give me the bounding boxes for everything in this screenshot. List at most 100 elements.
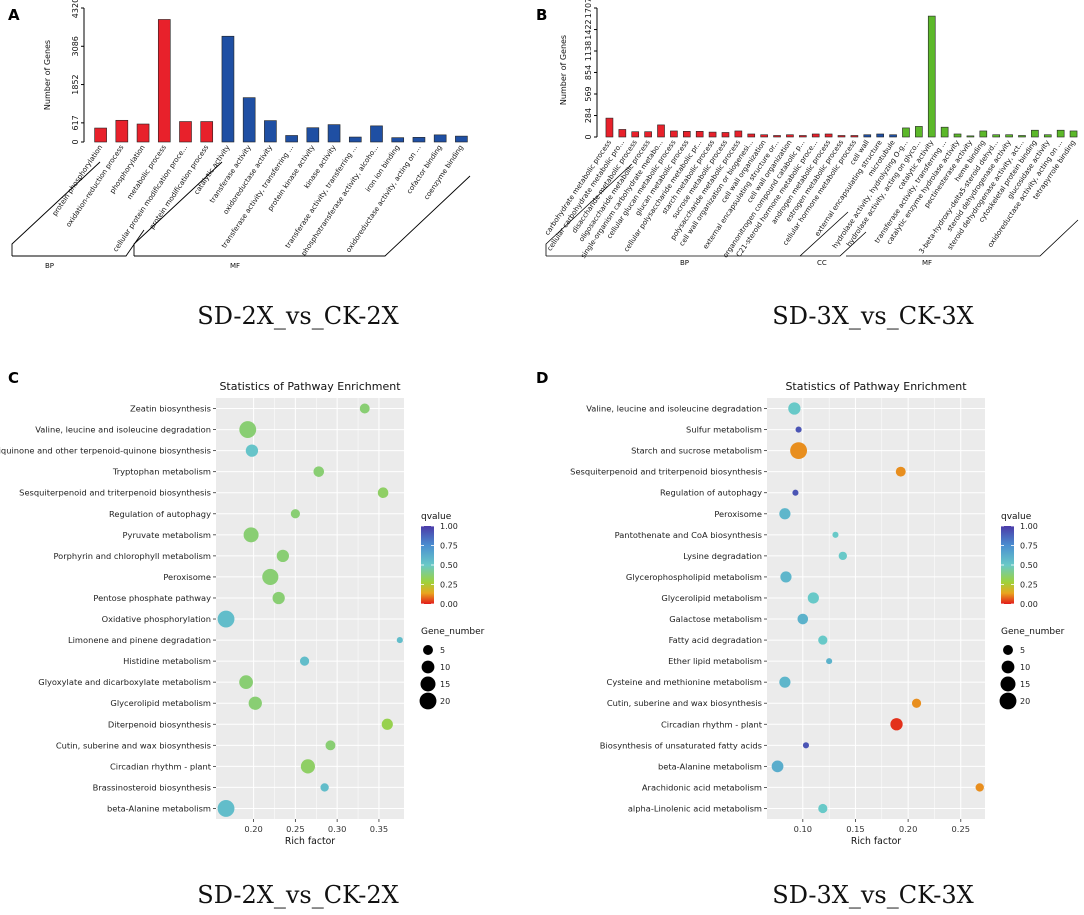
qvalue-legend-title: qvalue xyxy=(1001,512,1032,522)
pathway-dot xyxy=(818,803,828,814)
gene-number-legend-label: 20 xyxy=(440,697,450,706)
gene-number-legend-dot xyxy=(420,676,436,692)
bar xyxy=(631,131,640,138)
pathway-dot xyxy=(377,487,389,499)
pathway-dot xyxy=(272,591,285,605)
plot-panel xyxy=(767,398,985,819)
bar xyxy=(348,136,362,143)
bar xyxy=(306,127,320,143)
mf-bracket xyxy=(134,175,471,257)
pathway-label: Galactose metabolism xyxy=(669,614,762,624)
pathway-dot xyxy=(239,675,253,690)
pathway-dot xyxy=(797,613,809,625)
pathway-label: Valine, leucine and isoleucine degradati… xyxy=(35,425,211,435)
chart-d: Statistics of Pathway Enrichment Valine, … xyxy=(570,380,1065,847)
chart-title: Statistics of Pathway Enrichment xyxy=(219,380,401,393)
bar xyxy=(94,127,107,143)
x-tick-label: 0.20 xyxy=(244,824,262,834)
qvalue-tick-label: 0.25 xyxy=(440,581,458,590)
pathway-dot xyxy=(262,568,279,586)
bar xyxy=(760,134,768,138)
bar xyxy=(115,119,129,143)
pathway-dot xyxy=(788,402,801,415)
pathway-label: Cutin, suberine and wax biosynthesis xyxy=(56,740,211,750)
bar xyxy=(966,135,975,138)
bp-bracket xyxy=(12,229,145,257)
gene-number-legend-label: 15 xyxy=(440,680,450,689)
pathway-dot xyxy=(248,696,262,710)
pathway-label: Ubiquinone and other terpenoid-quinone b… xyxy=(0,446,211,456)
bar xyxy=(927,15,936,138)
qvalue-tick-label: 0.00 xyxy=(1020,600,1038,609)
mf-bracket-left xyxy=(133,161,223,256)
pathway-dot xyxy=(780,571,792,583)
bar xyxy=(157,19,171,143)
pathway-label: beta-Alanine metabolism xyxy=(107,803,211,813)
mf-bracket xyxy=(846,219,1079,257)
bar xyxy=(889,134,897,138)
pathway-dot xyxy=(245,444,259,457)
pathway-label: Cysteine and methionine metabolism xyxy=(607,677,762,687)
bar xyxy=(327,124,341,143)
bar xyxy=(618,129,627,138)
bar xyxy=(1069,130,1078,138)
y-axis-title: Number of Genes xyxy=(559,35,568,105)
y-tick-label: 0 xyxy=(584,134,593,139)
pathway-label: Fatty acid degradation xyxy=(669,635,762,645)
pathway-label: Porphyrin and chlorophyll metabolism xyxy=(53,551,211,561)
y-tick-label: 1422 xyxy=(584,19,593,39)
pathway-label: Circadian rhythm - plant xyxy=(110,761,212,771)
y-tick-label: 617 xyxy=(71,115,80,130)
pathway-dot xyxy=(239,421,257,439)
bar xyxy=(992,134,1001,138)
gene-number-legend-label: 15 xyxy=(1020,680,1030,689)
bar xyxy=(953,133,962,138)
pathway-label: Glycerophospholipid metabolism xyxy=(626,572,762,582)
bar xyxy=(179,121,192,143)
gene-number-legend-title: Gene_number xyxy=(1001,627,1065,637)
chart-title: Statistics of Pathway Enrichment xyxy=(785,380,967,393)
pathway-dot xyxy=(243,527,259,543)
pathway-dot xyxy=(771,760,784,773)
pathway-dot xyxy=(838,551,848,561)
bar xyxy=(773,135,781,138)
pathway-dot xyxy=(276,549,289,563)
group-label-bp: BP xyxy=(45,262,54,270)
pathway-label: Glycerolipid metabolism xyxy=(110,698,211,708)
bar xyxy=(695,131,704,138)
bp-bracket-left xyxy=(11,161,101,256)
pathway-dot xyxy=(325,740,336,751)
group-label-bp: BP xyxy=(680,259,689,267)
pathway-label: Lysine degradation xyxy=(683,551,762,561)
pathway-dot xyxy=(359,403,370,414)
bar xyxy=(136,123,150,143)
x-tick-label: metabolic process xyxy=(126,143,168,201)
pathway-dot xyxy=(795,426,802,433)
pathway-label: Valine, leucine and isoleucine degradati… xyxy=(586,404,762,414)
gene-number-legend-dot xyxy=(1000,676,1016,692)
gene-number-legend-label: 5 xyxy=(440,646,445,655)
pathway-dot xyxy=(895,466,906,477)
y-tick-label: 3086 xyxy=(71,36,80,56)
gene-number-legend-label: 20 xyxy=(1020,697,1030,706)
x-tick-label: 0.30 xyxy=(328,824,346,834)
bar xyxy=(734,130,743,138)
bar xyxy=(455,135,468,143)
pathway-label: beta-Alanine metabolism xyxy=(658,761,762,771)
qvalue-tick-label: 0.50 xyxy=(440,561,458,570)
pathway-label: Pentose phosphate pathway xyxy=(93,593,211,603)
pathway-dot xyxy=(313,466,325,477)
panel-letter-b: B xyxy=(536,6,547,24)
y-tick-label: 1852 xyxy=(71,74,80,94)
x-tick-label: 0.25 xyxy=(952,824,970,834)
bar xyxy=(824,133,833,138)
pathway-dot xyxy=(802,742,810,749)
gene-number-legend-dot xyxy=(419,692,437,710)
pathway-dot xyxy=(396,637,403,644)
gene-number-legend-dot xyxy=(421,660,435,674)
gene-number-legend-dot xyxy=(999,692,1017,710)
bar xyxy=(605,117,614,138)
